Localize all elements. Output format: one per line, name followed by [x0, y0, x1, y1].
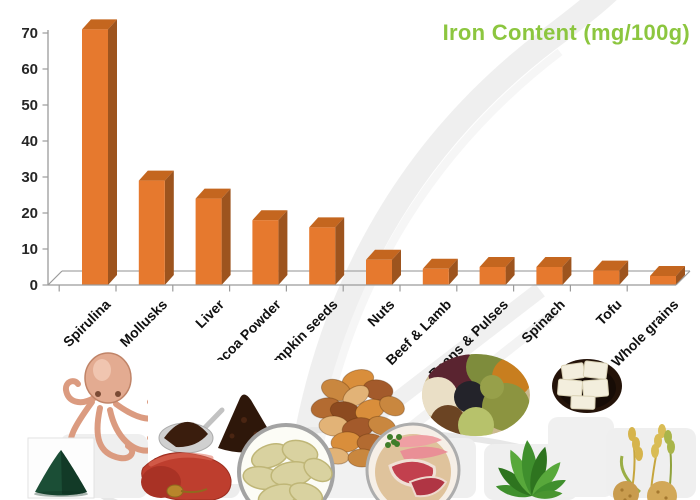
cocoa-texture [229, 433, 235, 439]
bar-top-face [422, 258, 458, 269]
floor-right-edge [675, 270, 691, 286]
parsley-garnish [385, 434, 402, 448]
tofu-cubes [557, 360, 610, 410]
octopus-eye [95, 391, 101, 397]
bar [82, 29, 108, 286]
liver-highlight [148, 452, 214, 467]
bar [252, 220, 279, 285]
bar-side-face [164, 170, 174, 285]
bar [479, 267, 506, 285]
bar [650, 276, 676, 285]
liver-image [141, 452, 232, 500]
y-tick-label: 40 [21, 133, 38, 150]
bar [309, 227, 336, 285]
bars-layer [82, 19, 685, 286]
pumpkin-seeds [242, 439, 333, 500]
grain-texture [620, 488, 668, 500]
category-label: Tofu [593, 296, 625, 328]
y-tick-label: 10 [21, 241, 38, 258]
floor-left-edge [47, 270, 63, 286]
cocoa-on-spoon [164, 421, 208, 448]
category-label: Mollusks [117, 296, 171, 350]
meat-strip [400, 446, 448, 460]
spirulina-image [27, 437, 95, 499]
gallbladder [166, 484, 184, 498]
bar-side-face [108, 19, 117, 286]
meat-chop [408, 476, 448, 498]
wheat-head [628, 427, 643, 461]
spinach-leaves [495, 440, 566, 499]
card [548, 417, 614, 497]
wheat-grains-image [613, 424, 677, 500]
raw-meat-image [365, 422, 461, 500]
bar-top-face [138, 170, 174, 181]
bar-top-face [536, 257, 572, 267]
bar-side-face [335, 217, 345, 285]
y-tick-label: 0 [30, 277, 38, 294]
y-ticks-layer: 0 10 20 30 40 50 60 70 [21, 25, 48, 294]
grain-pile [613, 481, 639, 500]
tofu-bowl-image [552, 359, 622, 413]
beans-pulses-image [422, 354, 530, 436]
meat-strip [394, 435, 442, 448]
y-tick-label: 20 [21, 205, 38, 222]
octopus-sheen [93, 359, 111, 381]
x-ticks-layer [58, 285, 628, 292]
category-label: Liver [192, 296, 227, 331]
bar-side-face [448, 258, 458, 285]
category-label: Spirulina [60, 296, 114, 350]
bar-side-face [505, 257, 515, 285]
y-tick-label: 70 [21, 25, 38, 42]
swoosh-arc [284, 0, 617, 500]
spinach-image [495, 440, 566, 499]
bar [366, 259, 392, 285]
bar [593, 270, 620, 285]
bar [195, 198, 222, 285]
bar-top-face [309, 217, 345, 228]
grain-pile [647, 481, 677, 500]
octopus-eye [115, 391, 121, 397]
bar-top-face [195, 188, 231, 199]
cocoa-texture [241, 417, 247, 423]
wheat-head [664, 430, 675, 454]
y-tick-label: 60 [21, 61, 38, 78]
bar-side-face [562, 257, 572, 285]
beans-mix [422, 354, 530, 436]
bar-top-face [366, 249, 401, 260]
bar-side-face [676, 266, 685, 285]
bar-top-face [82, 19, 117, 30]
bar-side-face [278, 210, 288, 285]
wheat-head [651, 424, 666, 458]
bar [138, 180, 165, 285]
pumpkin-seeds-image [237, 423, 335, 500]
y-tick-label: 50 [21, 97, 38, 114]
bar-top-face [593, 260, 629, 271]
chart-axes [47, 30, 691, 286]
bar-top-face [252, 210, 288, 221]
spirulina-base [34, 491, 88, 497]
chart-title: Iron Content (mg/100g) [442, 20, 690, 45]
bile-duct [180, 488, 208, 494]
bar-top-face [479, 257, 515, 267]
bar-side-face [221, 188, 231, 285]
spirulina-cone-shadow [61, 450, 87, 495]
category-label: Nuts [364, 296, 397, 329]
bar-side-face [619, 260, 629, 285]
bar-side-face [392, 249, 401, 285]
y-tick-label: 30 [21, 169, 38, 186]
bar [422, 268, 449, 285]
bar-top-face [650, 266, 685, 276]
bar [536, 267, 563, 285]
